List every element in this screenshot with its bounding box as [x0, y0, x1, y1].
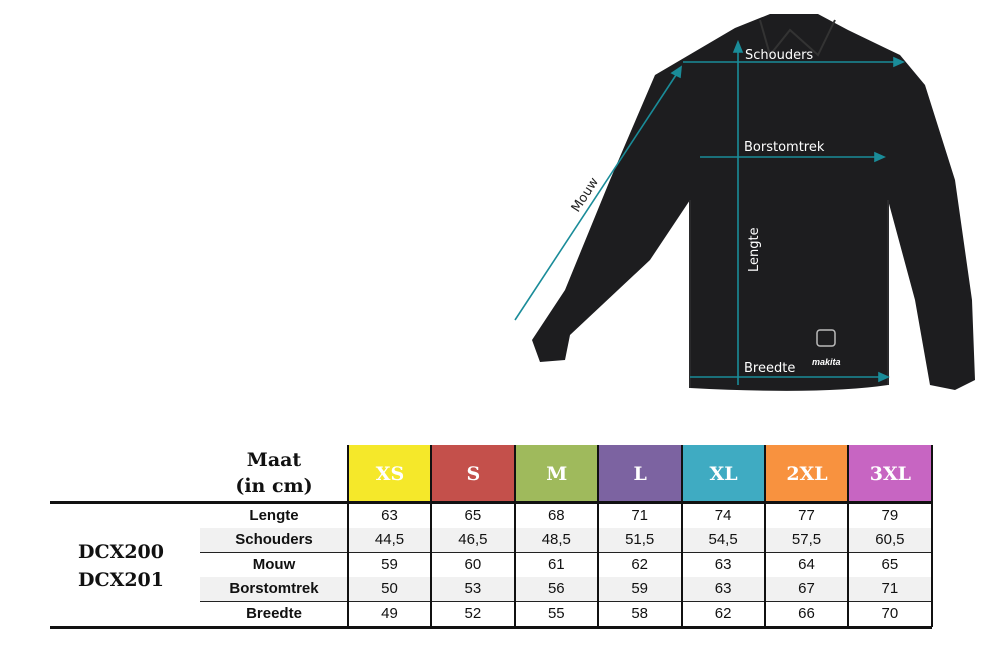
table-cell: 61 [547, 555, 565, 573]
table-cell: 64 [798, 555, 815, 573]
table-cell: 62 [714, 604, 732, 622]
table-row: Lengte 63 65 68 71 74 77 79 [200, 504, 932, 529]
table-cell: 79 [881, 507, 899, 524]
table-cell: 63 [381, 507, 398, 524]
table-cell: 46,5 [458, 531, 488, 549]
table-cell: 68 [547, 507, 565, 524]
table-cell: 59 [631, 580, 649, 598]
table-row: Breedte 49 52 55 58 62 66 70 [200, 602, 932, 626]
size-header-s: S [432, 445, 515, 502]
table-cell: 60,5 [875, 531, 905, 549]
column-divider [764, 445, 766, 627]
column-divider [347, 445, 349, 627]
maat-header-line1: Maat [246, 449, 302, 471]
row-label: Mouw [252, 555, 296, 573]
table-cell: 62 [631, 555, 649, 573]
borstomtrek-label: Borstomtrek [744, 140, 825, 155]
schouders-label: Schouders [745, 48, 813, 63]
table-cell: 63 [714, 555, 732, 573]
table-cell: 54,5 [708, 531, 738, 549]
table-row: Mouw 59 60 61 62 63 64 65 [200, 553, 932, 578]
maat-header: Maat (in cm) [200, 447, 348, 499]
table-cell: 58 [631, 604, 649, 622]
table-cell: 53 [464, 580, 482, 598]
table-cell: 44,5 [374, 531, 405, 549]
column-divider [430, 445, 433, 627]
column-divider [847, 445, 850, 627]
table-cell: 74 [714, 507, 732, 524]
column-divider [597, 445, 600, 627]
table-cell: 50 [381, 580, 398, 598]
table-cell: 70 [881, 604, 899, 622]
mouw-arrow [514, 71, 679, 321]
table-bottom-border [50, 626, 932, 629]
table-cell: 52 [464, 604, 482, 622]
size-header-2xl: 2XL [766, 445, 848, 502]
table-cell: 65 [464, 507, 482, 524]
table-cell: 55 [547, 604, 565, 622]
table-cell: 66 [798, 604, 815, 622]
column-divider [680, 445, 683, 627]
table-cell: 59 [381, 555, 398, 573]
table-cell: 60 [464, 555, 482, 573]
row-label: Breedte [246, 604, 302, 622]
table-row: Borstomtrek 50 53 56 59 63 67 71 [200, 577, 932, 603]
maat-header-line2: (in cm) [235, 475, 313, 497]
row-label: Borstomtrek [229, 580, 319, 598]
header-divider [50, 501, 932, 504]
table-cell: 63 [714, 580, 732, 598]
size-header-xl: XL [682, 445, 765, 502]
model-dcx201: DCX201 [78, 569, 165, 591]
size-header-xs: XS [349, 445, 431, 502]
table-cell: 56 [547, 580, 565, 598]
shirt-measurement-diagram: makita Schouders Borstomtrek Breedte Len… [514, 14, 975, 391]
table-cell: 77 [798, 507, 815, 524]
heating-button-icon [816, 329, 836, 347]
size-header-m: M [515, 445, 598, 502]
table-cell: 51,5 [625, 531, 655, 549]
model-dcx200: DCX200 [78, 541, 165, 563]
column-divider [930, 445, 933, 627]
table-cell: 65 [881, 555, 899, 573]
table-row: Schouders 44,5 46,5 48,5 51,5 54,5 57,5 60,5 [200, 528, 932, 554]
row-label: Schouders [235, 531, 313, 549]
breedte-label: Breedte [744, 361, 795, 376]
makita-logo: makita [812, 357, 841, 367]
table-cell: 57,5 [791, 531, 822, 549]
column-divider [513, 445, 516, 627]
table-cell: 49 [381, 604, 398, 622]
table-cell: 71 [881, 580, 899, 598]
row-label: Lengte [249, 507, 299, 524]
lengte-label: Lengte [747, 227, 762, 272]
table-cell: 71 [631, 507, 649, 524]
size-header-3xl: 3XL [849, 445, 932, 502]
size-header-l: L [599, 445, 682, 502]
table-cell: 67 [798, 580, 815, 598]
table-cell: 48,5 [541, 531, 571, 549]
shirt-image: makita [532, 14, 975, 391]
